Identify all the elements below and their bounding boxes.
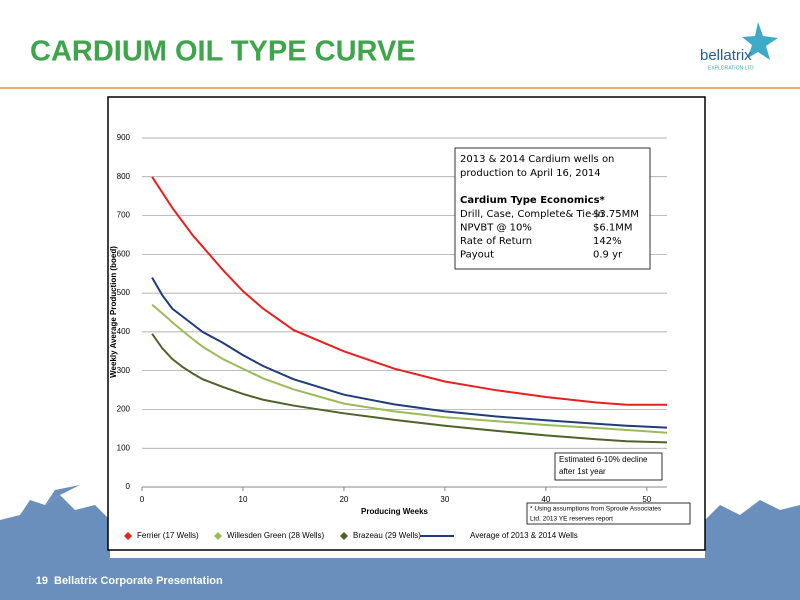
x-tick-label: 20 — [339, 495, 348, 504]
decline-note: after 1st year — [559, 467, 606, 476]
y-tick-label: 200 — [117, 405, 131, 414]
info-box — [454, 147, 651, 270]
x-tick-label: 40 — [541, 495, 550, 504]
y-tick-label: 0 — [126, 482, 131, 491]
info-value: 0.9 yr — [593, 250, 623, 261]
footer-band — [0, 558, 800, 600]
decline-box — [554, 452, 663, 481]
y-tick-label: 500 — [117, 288, 131, 297]
y-tick-label: 400 — [117, 327, 131, 336]
info-economics-title: Cardium Type Economics* — [460, 195, 606, 206]
decline-note: Estimated 6-10% decline — [559, 455, 648, 464]
y-tick-label: 700 — [117, 211, 131, 220]
info-label: Rate of Return — [460, 236, 532, 247]
footer-text: Bellatrix Corporate Presentation — [54, 575, 223, 587]
info-label: Payout — [460, 250, 494, 261]
info-header: 2013 & 2014 Cardium wells on — [460, 154, 614, 165]
y-tick-label: 900 — [117, 133, 131, 142]
legend-marker — [214, 532, 222, 540]
legend-label: Willesden Green (28 Wells) — [227, 531, 325, 540]
logo-tagline: EXPLORATION LTD — [708, 65, 754, 71]
y-tick-label: 600 — [117, 249, 131, 258]
footnote-box — [526, 502, 691, 525]
logo-star — [742, 22, 778, 60]
series-line — [151, 176, 667, 406]
legend-label: Ferrier (17 Wells) — [137, 531, 199, 540]
info-value: $3.75MM — [593, 209, 639, 220]
series-line — [151, 333, 668, 444]
legend-marker — [340, 532, 348, 540]
landscape — [0, 495, 800, 560]
x-tick-label: 30 — [440, 495, 449, 504]
legend-label: Brazeau (29 Wells) — [353, 531, 421, 540]
page-number: 19 — [36, 575, 48, 587]
slide-title: CARDIUM OIL TYPE CURVE — [30, 36, 416, 68]
info-value: 142% — [593, 236, 622, 247]
y-axis-label: Weekly Average Production (boed) — [109, 246, 118, 378]
y-tick-label: 100 — [117, 443, 131, 452]
legend-label: Average of 2013 & 2014 Wells — [470, 531, 578, 540]
x-tick-label: 0 — [140, 495, 145, 504]
legend-marker — [124, 532, 132, 540]
logo-name: bellatrix — [700, 47, 752, 64]
y-tick-label: 300 — [117, 366, 131, 375]
pump-jack — [45, 485, 80, 505]
info-label: Drill, Case, Complete& Tie-in — [460, 209, 604, 220]
series-line — [151, 277, 668, 429]
info-label: NPVBT @ 10% — [460, 223, 532, 234]
footnote: Ltd. 2013 YE reserves report — [530, 516, 613, 523]
info-value: $6.1MM — [593, 223, 633, 234]
x-tick-label: 50 — [642, 495, 651, 504]
y-tick-label: 800 — [117, 172, 131, 181]
footnote: * Using assumptions from Sproule Associa… — [530, 506, 662, 513]
x-axis-label: Producing Weeks — [361, 507, 429, 516]
series-line — [151, 303, 668, 434]
x-tick-label: 10 — [239, 495, 248, 504]
info-header: production to April 16, 2014 — [460, 168, 601, 179]
